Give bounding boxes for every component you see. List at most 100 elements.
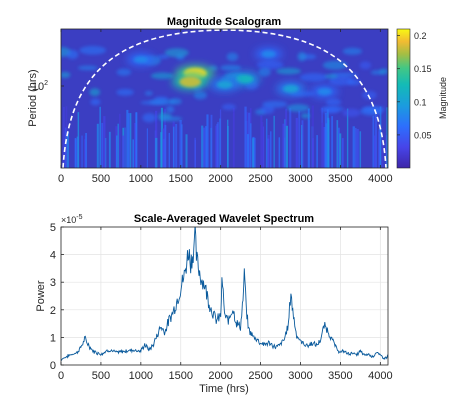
scalogram-streak (84, 135, 87, 168)
scalogram-streak (74, 138, 77, 168)
scalogram-streak (312, 138, 314, 168)
scalogram-blob (164, 48, 189, 58)
scalogram-blob (322, 60, 348, 70)
scalogram-blob (144, 91, 153, 96)
scalogram-blob (342, 47, 363, 55)
y-tick-label: 0 (50, 360, 56, 372)
spectrum-panel: Scale-Averaged Wavelet Spectrum 0 500 1000… (35, 213, 393, 395)
scalogram-streak (185, 134, 188, 168)
scalogram-streak (227, 126, 229, 168)
scalogram-streak (341, 138, 344, 168)
scalogram-streak (339, 133, 342, 168)
scalogram-streak (262, 126, 265, 168)
x-tick-label: 2500 (248, 173, 272, 185)
colorbar-gradient (396, 28, 411, 169)
scalogram-blob (140, 100, 168, 105)
scalogram-streak (85, 133, 87, 168)
scalogram-streak (378, 131, 380, 168)
scalogram-panel: Magnitude Scalogram 0 500 1000 1500 2000 2500… (27, 16, 448, 185)
scalogram-streak (160, 107, 164, 168)
spectrum-y-ticks: 0 1 2 3 4 5 (50, 222, 64, 372)
scalogram-y-tick-label: 102 (32, 80, 48, 93)
x-tick-label: 4000 (368, 173, 392, 185)
spectrum-title: Scale-Averaged Wavelet Spectrum (134, 213, 314, 225)
colorbar-tick-label: 0.15 (414, 64, 432, 74)
scalogram-blob (89, 88, 101, 97)
scalogram-blob (157, 54, 170, 59)
scalogram-blob (116, 88, 134, 96)
scalogram-streak (336, 120, 339, 168)
scalogram-streak (372, 115, 375, 168)
scalogram-hotspot (133, 56, 148, 64)
scalogram-streak (206, 114, 209, 168)
x-tick-label: 500 (92, 173, 110, 185)
scalogram-streak (273, 115, 275, 168)
spectrum-ylabel: Power (35, 280, 47, 312)
scalogram-streak (215, 125, 217, 168)
scalogram-streak (175, 124, 178, 168)
x-tick-label: 2000 (208, 370, 232, 382)
scalogram-streak (346, 108, 349, 168)
scalogram-streak (266, 118, 268, 168)
scalogram-streak (135, 112, 138, 168)
scalogram-blob (220, 64, 242, 71)
scalogram-streak (201, 125, 204, 168)
scalogram-blob (256, 60, 284, 70)
spectrum-axes-background (61, 227, 388, 365)
scalogram-streak (103, 116, 106, 168)
scalogram-blob (226, 52, 239, 62)
scalogram-blob (79, 45, 107, 55)
scalogram-blob (324, 74, 338, 79)
scalogram-blob (300, 113, 311, 119)
scalogram-hotspot (236, 74, 254, 84)
scalogram-ylabel: Period (hrs) (27, 69, 39, 126)
colorbar-tick-label: 0.2 (414, 31, 427, 41)
scalogram-streak (65, 106, 68, 168)
scalogram-streak (378, 129, 381, 168)
scalogram-streak (245, 112, 249, 168)
x-tick-label: 500 (92, 370, 110, 382)
scalogram-blob (325, 98, 342, 106)
scalogram-hotspots (126, 47, 339, 99)
scalogram-streak (261, 121, 264, 168)
scalogram-streak (295, 117, 298, 168)
x-tick-label: 4000 (368, 370, 392, 382)
scalogram-streak (267, 138, 270, 168)
scalogram-streak (76, 136, 79, 168)
scalogram-streak (359, 131, 362, 168)
x-tick-label: 3500 (328, 173, 352, 185)
scalogram-streak (356, 129, 359, 168)
scalogram-streak (284, 119, 286, 168)
scalogram-streak (216, 123, 219, 168)
scalogram-blob (159, 116, 183, 122)
scalogram-x-ticks: 0 500 1000 1500 2000 2500 3000 3500 4000 (58, 29, 393, 185)
scalogram-blob (165, 105, 175, 114)
scalogram-blob (77, 65, 98, 71)
scalogram-streak (117, 123, 119, 168)
scalogram-texture (61, 45, 388, 168)
scalogram-streak (168, 132, 171, 168)
scalogram-streak (301, 120, 304, 168)
scalogram-streak (381, 137, 384, 168)
scalogram-blob (297, 51, 307, 62)
scalogram-blob (150, 72, 174, 80)
scalogram-streak (307, 108, 310, 168)
scalogram-blob (328, 75, 354, 86)
scalogram-blob (342, 108, 361, 117)
y-tick-label: 1 (50, 332, 56, 344)
scalogram-streak (311, 105, 314, 168)
scalogram-streak (285, 125, 289, 168)
scalogram-streak (323, 127, 326, 168)
scalogram-y-tick: 102 (32, 80, 64, 93)
scalogram-streak (108, 131, 111, 168)
scalogram-streak (325, 123, 328, 168)
scalogram-blob (360, 107, 383, 116)
scalogram-blob (347, 79, 361, 86)
scalogram-blob (321, 107, 339, 114)
scalogram-blob (142, 113, 157, 123)
scalogram-streak (338, 127, 340, 168)
colorbar-tick-label: 0.05 (414, 130, 432, 140)
scalogram-streak (316, 135, 318, 168)
scalogram-streak (126, 109, 129, 168)
